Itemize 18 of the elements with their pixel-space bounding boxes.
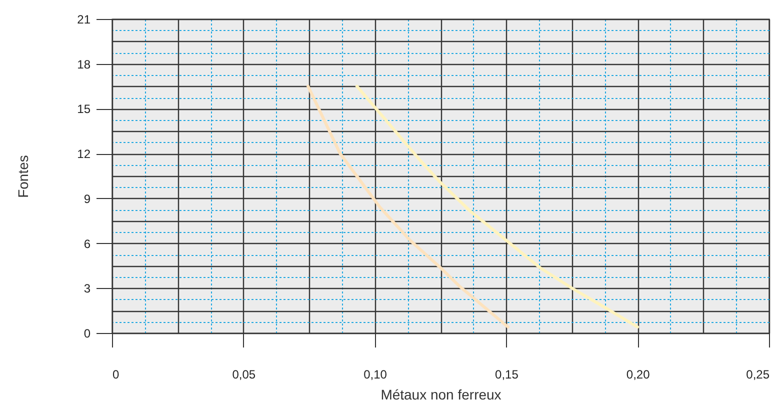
x-tick-label: 0,15 [495, 368, 519, 382]
x-tick-label: 0,20 [626, 368, 650, 382]
y-axis-title: Fontes [15, 155, 32, 198]
x-tick-label: 0,25 [746, 368, 770, 382]
y-tick-label: 0 [84, 326, 91, 340]
y-tick-label: 6 [84, 236, 91, 251]
y-tick-label: 21 [77, 12, 91, 26]
y-tick-label: 12 [77, 147, 91, 162]
y-tick-label: 15 [77, 102, 91, 116]
x-tick-label: 0,05 [232, 368, 256, 382]
x-axis-title: Métaux non ferreux [380, 386, 502, 402]
y-tick-label: 3 [84, 282, 91, 296]
x-tick-label: 0,10 [364, 368, 388, 382]
x-tick-label: 0 [112, 368, 120, 382]
line-series [306, 84, 510, 329]
y-tick-label: 9 [84, 192, 91, 206]
line-series [355, 84, 640, 329]
y-tick-label: 18 [77, 57, 91, 72]
